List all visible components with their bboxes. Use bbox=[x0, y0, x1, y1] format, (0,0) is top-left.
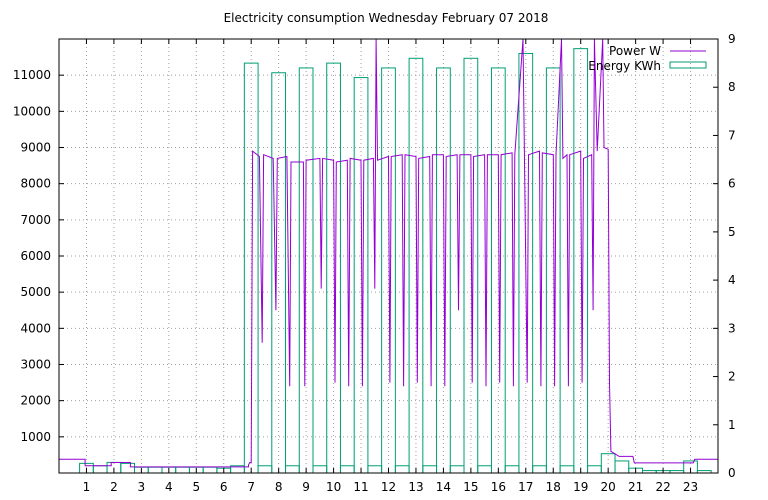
x-tick-label: 18 bbox=[546, 480, 561, 494]
y2-tick-label: 4 bbox=[728, 273, 736, 287]
y-tick-label: 7000 bbox=[20, 213, 51, 227]
y2-tick-label: 6 bbox=[728, 177, 736, 191]
x-tick-label: 12 bbox=[381, 480, 396, 494]
x-tick-label: 2 bbox=[110, 480, 118, 494]
x-tick-label: 5 bbox=[192, 480, 200, 494]
x-tick-label: 1 bbox=[83, 480, 91, 494]
energy-bar bbox=[614, 460, 630, 474]
energy-bar bbox=[175, 466, 190, 474]
energy-bar bbox=[559, 465, 575, 474]
x-tick-label: 13 bbox=[408, 480, 423, 494]
chart-title: Electricity consumption Wednesday Februa… bbox=[224, 11, 549, 25]
y-tick-label: 11000 bbox=[13, 68, 51, 82]
x-tick-label: 17 bbox=[518, 480, 533, 494]
legend-label-energy: Energy KWh bbox=[588, 59, 661, 73]
energy-bar bbox=[504, 465, 520, 474]
y-tick-label: 3000 bbox=[20, 358, 51, 372]
y2-tick-label: 1 bbox=[728, 418, 736, 432]
legend-label-power: Power W bbox=[609, 44, 661, 58]
y-tick-label: 5000 bbox=[20, 285, 51, 299]
y2-tick-label: 8 bbox=[728, 80, 736, 94]
y-tick-label: 9000 bbox=[20, 141, 51, 155]
energy-bar bbox=[120, 462, 136, 474]
x-tick-label: 4 bbox=[165, 480, 173, 494]
legend-swatch-energy bbox=[669, 61, 707, 69]
x-tick-label: 9 bbox=[302, 480, 310, 494]
x-tick-label: 7 bbox=[247, 480, 255, 494]
energy-bar bbox=[271, 72, 287, 474]
energy-bar bbox=[147, 466, 163, 474]
energy-bar bbox=[422, 465, 438, 474]
energy-bar bbox=[532, 465, 547, 474]
axes: 1 2 3 4 5 6 7 8 9 10 11 12 13 14 15 16 17 18 19 20 21 22 23100… bbox=[13, 32, 736, 494]
energy-bar bbox=[545, 67, 561, 474]
energy-bar bbox=[92, 465, 108, 474]
energy-bar bbox=[298, 67, 314, 474]
y2-tick-label: 2 bbox=[728, 370, 736, 384]
energy-bar bbox=[394, 465, 410, 474]
energy-bar bbox=[202, 466, 218, 474]
energy-series bbox=[79, 48, 712, 474]
x-tick-label: 19 bbox=[573, 480, 588, 494]
energy-bar bbox=[587, 465, 602, 474]
x-tick-label: 23 bbox=[683, 480, 698, 494]
y-tick-label: 6000 bbox=[20, 249, 51, 263]
y-tick-label: 2000 bbox=[20, 394, 51, 408]
x-tick-label: 11 bbox=[353, 480, 368, 494]
x-tick-label: 8 bbox=[275, 480, 283, 494]
y-tick-label: 1000 bbox=[20, 430, 51, 444]
energy-bar bbox=[436, 67, 451, 474]
energy-bar bbox=[381, 67, 396, 474]
y2-tick-label: 5 bbox=[728, 225, 736, 239]
y2-tick-label: 7 bbox=[728, 128, 736, 142]
energy-bar bbox=[463, 57, 479, 474]
energy-bar bbox=[257, 465, 273, 474]
x-tick-label: 6 bbox=[220, 480, 228, 494]
energy-bar bbox=[449, 465, 465, 474]
x-tick-label: 10 bbox=[326, 480, 341, 494]
power-line bbox=[59, 38, 718, 468]
y-tick-label: 10000 bbox=[13, 104, 51, 118]
power-series bbox=[59, 38, 718, 468]
x-tick-label: 16 bbox=[491, 480, 506, 494]
energy-bar bbox=[490, 67, 506, 474]
y2-tick-label: 3 bbox=[728, 321, 736, 335]
y2-tick-label: 0 bbox=[728, 466, 736, 480]
energy-bar bbox=[285, 465, 300, 474]
energy-bar bbox=[477, 465, 492, 474]
legend: Power W Energy KWh bbox=[588, 44, 707, 73]
x-tick-label: 3 bbox=[138, 480, 146, 494]
energy-bar bbox=[339, 465, 355, 474]
x-tick-label: 15 bbox=[463, 480, 478, 494]
y-tick-label: 4000 bbox=[20, 321, 51, 335]
energy-bar bbox=[367, 465, 383, 474]
x-tick-label: 21 bbox=[628, 480, 643, 494]
energy-bar bbox=[408, 57, 424, 474]
x-tick-label: 14 bbox=[436, 480, 451, 494]
x-tick-label: 20 bbox=[601, 480, 616, 494]
x-tick-label: 22 bbox=[655, 480, 670, 494]
energy-bar bbox=[312, 465, 328, 474]
y2-tick-label: 9 bbox=[728, 32, 736, 46]
grid bbox=[59, 39, 718, 473]
energy-bar bbox=[573, 48, 589, 474]
y-tick-label: 8000 bbox=[20, 177, 51, 191]
